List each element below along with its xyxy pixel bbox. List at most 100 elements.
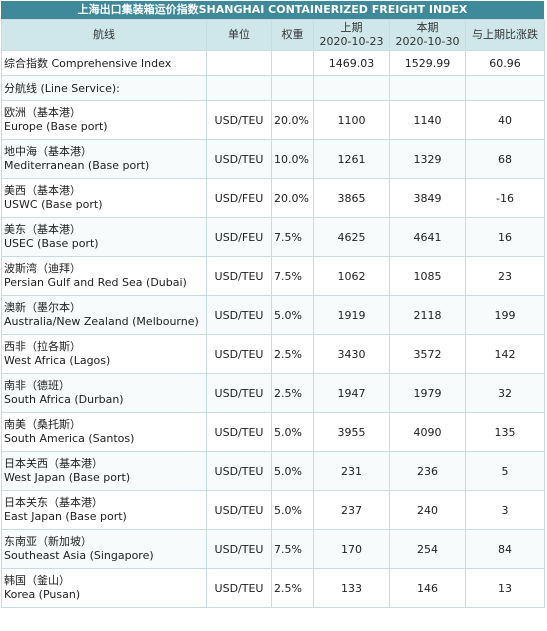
weight-cell: 20.0% (271, 178, 314, 218)
route-name-cn: 日本关西（基本港） (4, 457, 103, 470)
prev-value-cell: 3955 (313, 412, 390, 452)
unit-cell: USD/TEU (206, 568, 272, 608)
table-row: 澳新（墨尔本） Australia/New Zealand (Melbourne)… (1, 295, 545, 335)
route-cell: 美东（基本港） USEC (Base port) (1, 217, 207, 257)
freight-index-table: 航线 单位 权重 上期 2020-10-23 本期 2020-10-30 与上期… (1, 19, 545, 608)
route-cell: 西非（拉各斯） West Africa (Lagos) (1, 334, 207, 374)
route-name-cn: 西非（拉各斯） (4, 340, 81, 353)
route-name-en: Europe (Base port) (4, 120, 108, 133)
unit-cell: USD/FEU (206, 217, 272, 257)
route-cell: 澳新（墨尔本） Australia/New Zealand (Melbourne) (1, 295, 207, 335)
weight-cell: 5.0% (271, 412, 314, 452)
route-cell: 美西（基本港） USWC (Base port) (1, 178, 207, 218)
freight-index-panel: 上海出口集装箱运价指数SHANGHAI CONTAINERIZED FREIGH… (1, 1, 545, 608)
curr-value-cell: 254 (389, 529, 466, 569)
prev-value-cell: 4625 (313, 217, 390, 257)
route-name-en: Southeast Asia (Singapore) (4, 549, 154, 562)
composite-curr: 1529.99 (389, 50, 466, 76)
prev-value-cell: 1919 (313, 295, 390, 335)
route-name-en: USWC (Base port) (4, 198, 103, 211)
weight-cell: 5.0% (271, 490, 314, 530)
composite-weight (271, 50, 314, 76)
route-cell: 东南亚（新加坡） Southeast Asia (Singapore) (1, 529, 207, 569)
header-curr-label: 本期 (416, 21, 439, 34)
curr-value-cell: 236 (389, 451, 466, 491)
curr-value-cell: 4090 (389, 412, 466, 452)
prev-value-cell: 3430 (313, 334, 390, 374)
route-name-en: USEC (Base port) (4, 237, 99, 250)
composite-unit (206, 50, 272, 76)
table-row: 东南亚（新加坡） Southeast Asia (Singapore) USD/TE… (1, 529, 545, 569)
unit-cell: USD/TEU (206, 256, 272, 296)
curr-value-cell: 146 (389, 568, 466, 608)
table-row: 波斯湾（迪拜） Persian Gulf and Red Sea (Dubai) U… (1, 256, 545, 296)
route-name-en: West Japan (Base port) (4, 471, 131, 484)
unit-cell: USD/TEU (206, 412, 272, 452)
weight-cell: 7.5% (271, 217, 314, 257)
prev-value-cell: 1261 (313, 139, 390, 179)
table-row: 南非（德班） South Africa (Durban) USD/TEU 2.5% 19… (1, 373, 545, 413)
prev-value-cell: 133 (313, 568, 390, 608)
header-unit: 单位 (206, 19, 272, 51)
prev-value-cell: 1100 (313, 100, 390, 140)
header-weight: 权重 (271, 19, 314, 51)
change-value-cell: 32 (465, 373, 545, 413)
prev-value-cell: 3865 (313, 178, 390, 218)
weight-cell: 5.0% (271, 451, 314, 491)
curr-value-cell: 3572 (389, 334, 466, 374)
curr-value-cell: 2118 (389, 295, 466, 335)
header-change: 与上期比涨跌 (465, 19, 545, 51)
route-name-en: East Japan (Base port) (4, 510, 127, 523)
table-row: 美东（基本港） USEC (Base port) USD/FEU 7.5% 4625 46… (1, 217, 545, 257)
change-value-cell: 5 (465, 451, 545, 491)
table-row: 欧洲（基本港） Europe (Base port) USD/TEU 20.0% 110… (1, 100, 545, 140)
unit-cell: USD/TEU (206, 100, 272, 140)
unit-cell: USD/TEU (206, 334, 272, 374)
curr-value-cell: 1085 (389, 256, 466, 296)
change-value-cell: 23 (465, 256, 545, 296)
change-value-cell: 13 (465, 568, 545, 608)
weight-cell: 2.5% (271, 568, 314, 608)
change-value-cell: 135 (465, 412, 545, 452)
route-cell: 地中海（基本港） Mediterranean (Base port) (1, 139, 207, 179)
route-cell: 波斯湾（迪拜） Persian Gulf and Red Sea (Dubai) (1, 256, 207, 296)
table-row: 地中海（基本港） Mediterranean (Base port) USD/TEU… (1, 139, 545, 179)
weight-cell: 7.5% (271, 256, 314, 296)
route-name-cn: 地中海（基本港） (4, 145, 92, 158)
route-cell: 日本关东（基本港） East Japan (Base port) (1, 490, 207, 530)
route-name-cn: 美西（基本港） (4, 184, 81, 197)
route-cell: 日本关西（基本港） West Japan (Base port) (1, 451, 207, 491)
composite-row: 综合指数 Comprehensive Index 1469.03 1529.99… (1, 50, 545, 76)
section-label: 分航线 (Line Service): (1, 75, 207, 101)
table-row: 日本关东（基本港） East Japan (Base port) USD/TEU 5.… (1, 490, 545, 530)
table-row: 美西（基本港） USWC (Base port) USD/FEU 20.0% 3865 3… (1, 178, 545, 218)
curr-value-cell: 1329 (389, 139, 466, 179)
header-curr: 本期 2020-10-30 (389, 19, 466, 51)
table-row: 韩国（釜山） Korea (Pusan) USD/TEU 2.5% 133 146 13 (1, 568, 545, 608)
weight-cell: 5.0% (271, 295, 314, 335)
table-title: 上海出口集装箱运价指数SHANGHAI CONTAINERIZED FREIGH… (1, 1, 544, 19)
unit-cell: USD/TEU (206, 490, 272, 530)
section-row: 分航线 (Line Service): (1, 75, 545, 101)
curr-value-cell: 1979 (389, 373, 466, 413)
header-prev: 上期 2020-10-23 (313, 19, 390, 51)
table-row: 南美（桑托斯） South America (Santos) USD/TEU 5.0%… (1, 412, 545, 452)
unit-cell: USD/TEU (206, 451, 272, 491)
weight-cell: 2.5% (271, 334, 314, 374)
unit-cell: USD/TEU (206, 295, 272, 335)
route-name-cn: 韩国（釜山） (4, 574, 70, 587)
change-value-cell: 68 (465, 139, 545, 179)
change-value-cell: 16 (465, 217, 545, 257)
route-name-en: Mediterranean (Base port) (4, 159, 150, 172)
prev-value-cell: 231 (313, 451, 390, 491)
route-cell: 欧洲（基本港） Europe (Base port) (1, 100, 207, 140)
header-route: 航线 (1, 19, 207, 51)
route-name-cn: 美东（基本港） (4, 223, 81, 236)
curr-value-cell: 4641 (389, 217, 466, 257)
route-name-cn: 南非（德班） (4, 379, 70, 392)
unit-cell: USD/TEU (206, 529, 272, 569)
route-cell: 南美（桑托斯） South America (Santos) (1, 412, 207, 452)
route-name-cn: 波斯湾（迪拜） (4, 262, 81, 275)
route-name-en: Persian Gulf and Red Sea (Dubai) (4, 276, 187, 289)
route-name-en: South Africa (Durban) (4, 393, 124, 406)
